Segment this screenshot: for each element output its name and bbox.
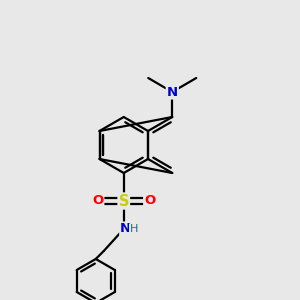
Text: N: N <box>167 85 178 98</box>
Text: O: O <box>144 194 155 208</box>
Text: H: H <box>130 224 138 234</box>
Text: S: S <box>118 194 129 208</box>
Text: N: N <box>120 223 131 236</box>
Text: O: O <box>92 194 103 208</box>
